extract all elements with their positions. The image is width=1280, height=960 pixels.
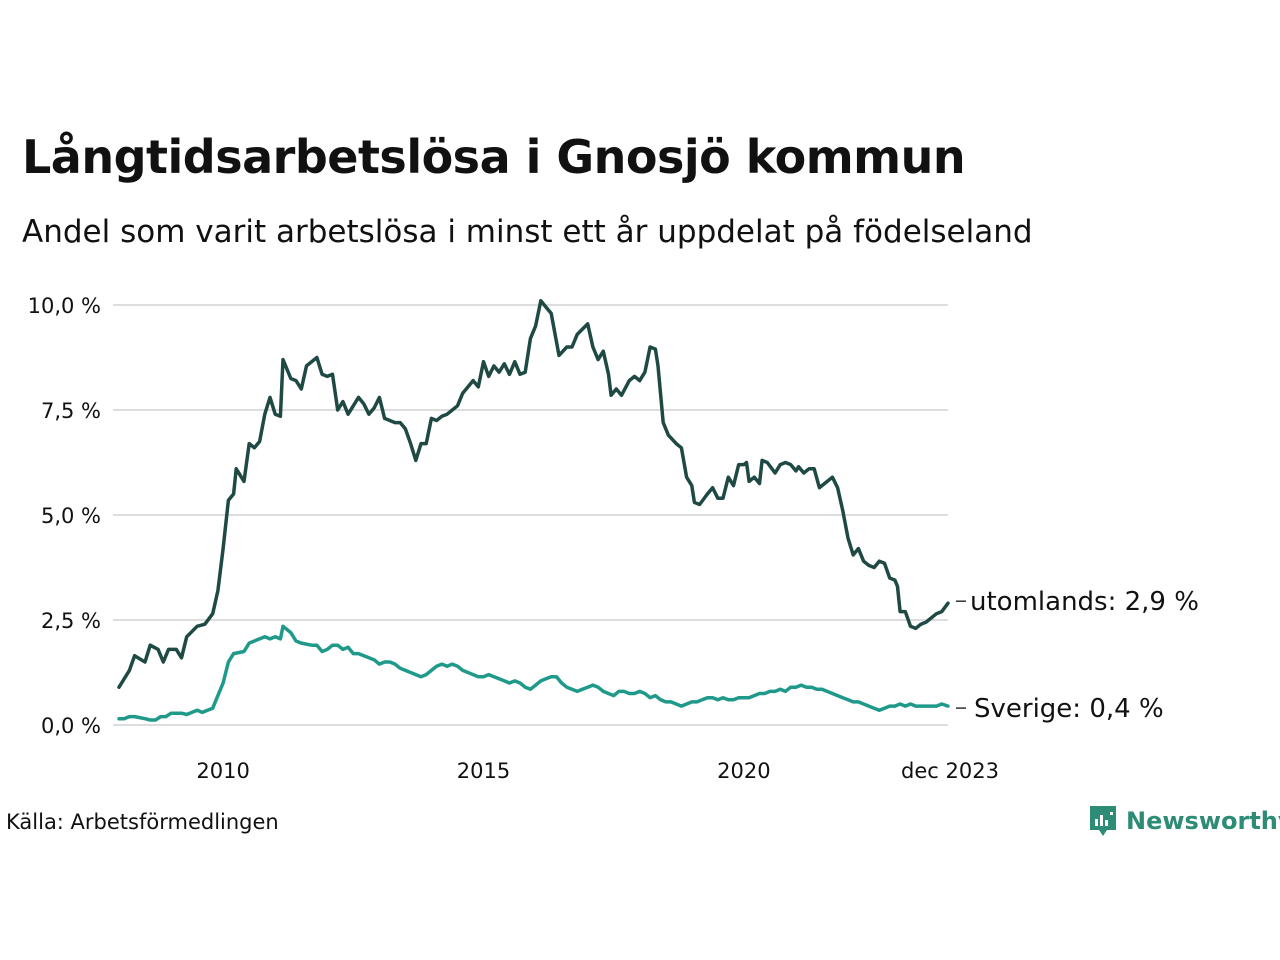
x-tick-label: 2015	[457, 759, 510, 783]
brand-name: Newsworthy	[1126, 807, 1280, 835]
series-line-utomlands	[117, 299, 950, 689]
y-tick-label: 2,5 %	[41, 609, 101, 633]
y-tick-label: 5,0 %	[41, 504, 101, 528]
x-tick-label: 2020	[717, 759, 770, 783]
y-tick-label: 7,5 %	[41, 399, 101, 423]
y-tick-label: 0,0 %	[41, 714, 101, 738]
y-tick-label: 10,0 %	[28, 294, 101, 318]
chart-subtitle: Andel som varit arbetslösa i minst ett å…	[22, 214, 1033, 250]
end-label-utomlands: utomlands: 2,9 %	[970, 587, 1199, 617]
brand-logo: Newsworthy	[1088, 804, 1280, 838]
x-tick-label: dec 2023	[901, 759, 999, 783]
source-note: Källa: Arbetsförmedlingen	[6, 810, 279, 834]
series-line-sverige	[117, 624, 950, 722]
chart-title: Långtidsarbetslösa i Gnosjö kommun	[22, 130, 966, 184]
x-tick-label: 2010	[196, 759, 249, 783]
end-label-sverige: Sverige: 0,4 %	[974, 694, 1164, 724]
newsworthy-logo-icon	[1090, 806, 1116, 836]
